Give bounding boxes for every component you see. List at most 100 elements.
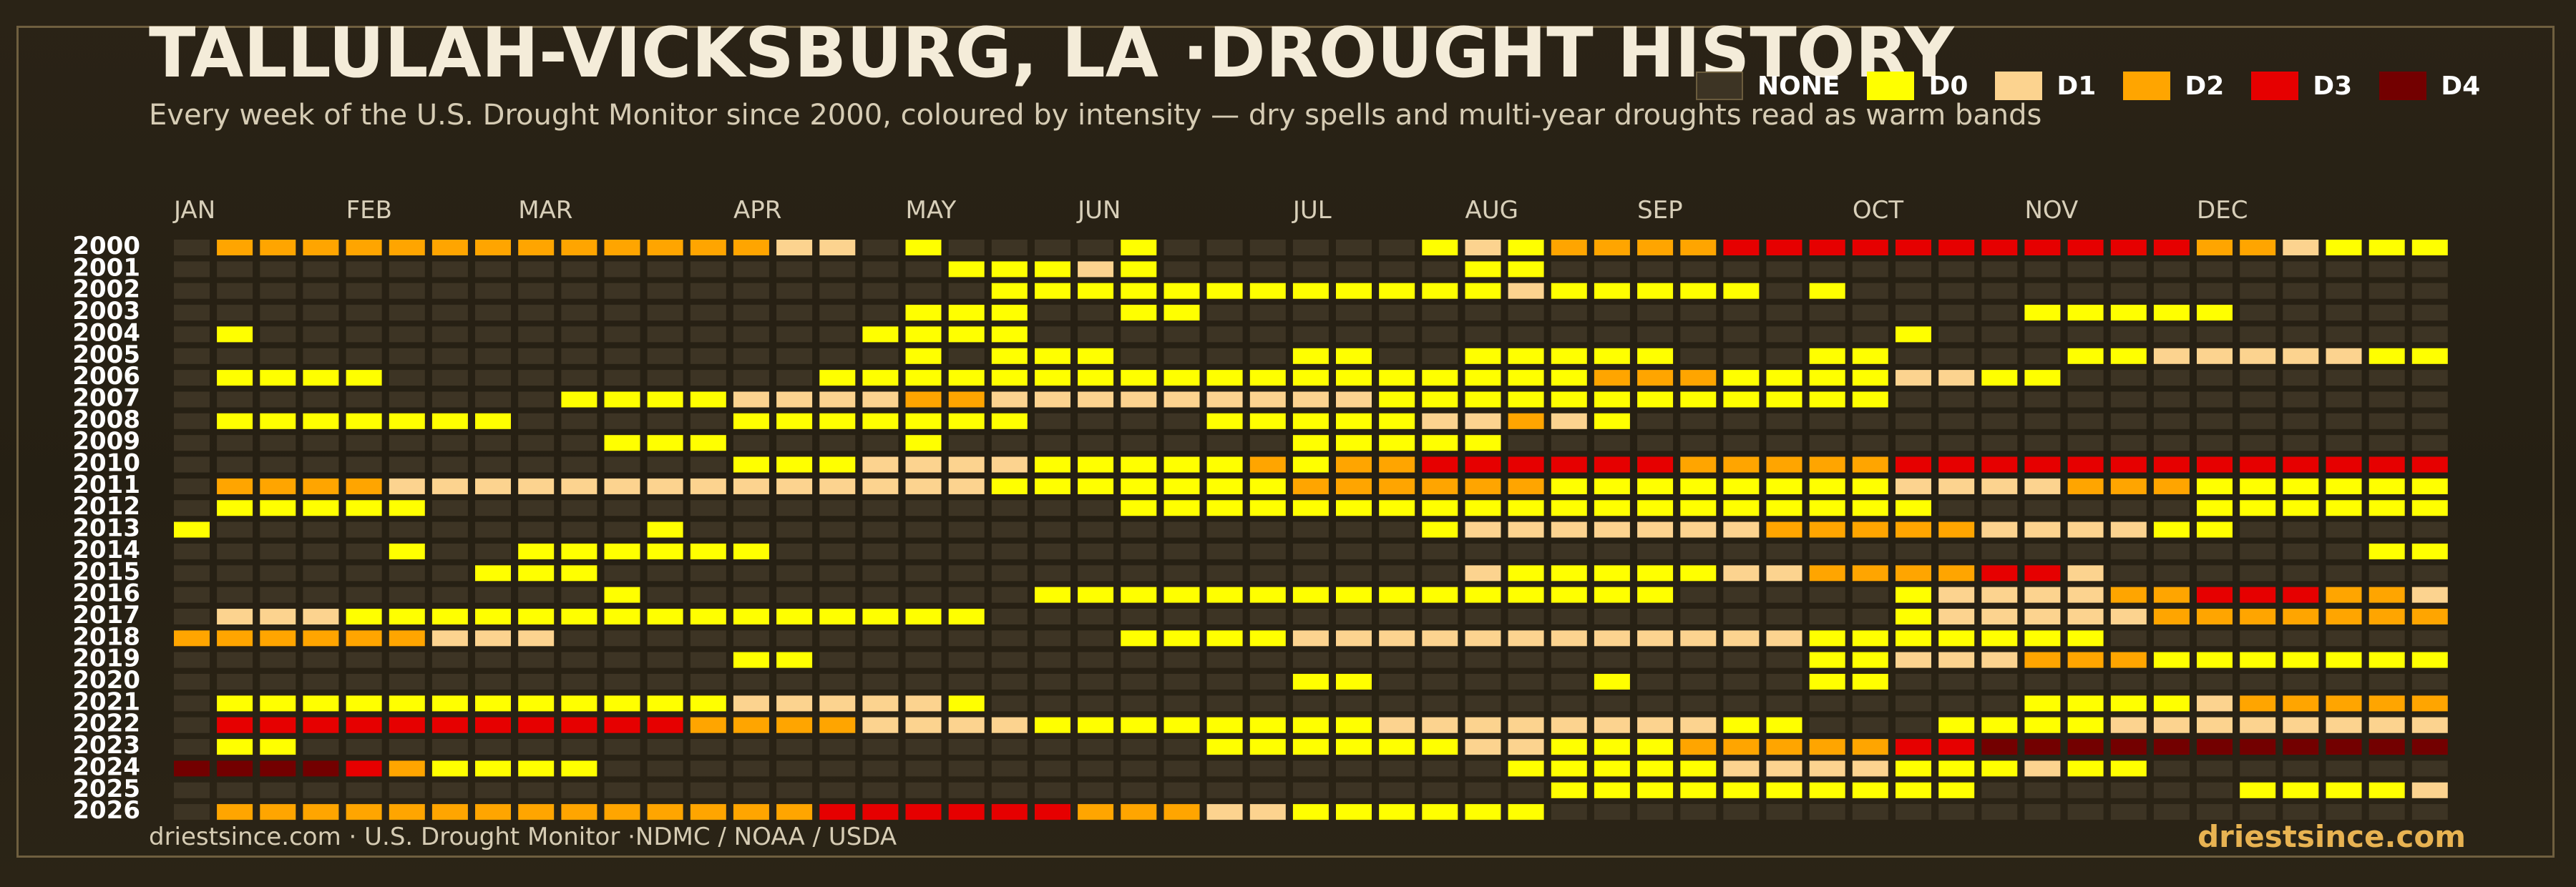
week-cell (1551, 609, 1587, 624)
week-cell (2411, 652, 2448, 668)
week-cell (561, 391, 597, 408)
week-cell (174, 391, 210, 408)
week-cell (1336, 500, 1372, 516)
week-cell (217, 348, 253, 364)
week-cell (1206, 391, 1243, 408)
week-cell (2067, 456, 2104, 473)
month-label-apr: APR (733, 196, 781, 225)
week-cell (1637, 478, 1674, 494)
week-cell (1163, 370, 1200, 386)
week-cell (1809, 435, 1845, 451)
week-cell (2240, 695, 2276, 712)
week-cell (2283, 391, 2319, 408)
week-cell (862, 326, 899, 343)
year-label-2017: 2017 (72, 601, 140, 629)
year-label-2022: 2022 (72, 710, 140, 738)
week-cell (1465, 370, 1501, 386)
week-cell (1422, 804, 1458, 820)
week-cell (1292, 652, 1329, 668)
week-cell (1078, 500, 1114, 516)
legend-label-d1: D1 (2057, 71, 2097, 101)
week-cell (647, 652, 683, 668)
week-cell (604, 370, 640, 386)
week-cell (389, 717, 425, 733)
week-cell (2240, 413, 2276, 429)
week-cell (1680, 695, 1717, 712)
week-cell (2368, 435, 2405, 451)
week-cell (1249, 478, 1286, 494)
week-cell (1981, 370, 2018, 386)
week-cell (862, 521, 899, 538)
week-cell (1035, 782, 1070, 798)
week-cell (2024, 543, 2061, 559)
week-cell (604, 305, 640, 321)
week-cell (733, 739, 769, 755)
week-cell (1379, 456, 1415, 473)
week-cell (1163, 500, 1200, 516)
week-cell (1379, 500, 1415, 516)
week-cell (1121, 500, 1157, 516)
week-cell (1422, 521, 1458, 538)
week-cell (1121, 674, 1157, 690)
week-cell (518, 717, 555, 733)
week-cell (2197, 370, 2233, 386)
week-cell (1465, 760, 1501, 777)
week-cell (776, 804, 813, 820)
week-cell (2197, 630, 2233, 647)
week-cell (905, 804, 942, 820)
week-cell (260, 565, 296, 582)
week-cell (174, 435, 210, 451)
week-cell (1809, 652, 1845, 668)
week-cell (991, 261, 1028, 278)
week-cell (2110, 674, 2147, 690)
week-cell (2283, 609, 2319, 624)
week-cell (518, 739, 555, 755)
week-cell (862, 543, 899, 559)
week-cell (431, 370, 468, 386)
week-cell (2411, 630, 2448, 647)
week-cell (1292, 500, 1329, 516)
week-cell (2153, 435, 2190, 451)
week-cell (948, 240, 985, 255)
week-cell (2240, 717, 2276, 733)
legend-swatch-d3 (2251, 72, 2299, 100)
week-cell (1422, 391, 1458, 408)
week-cell (431, 500, 468, 516)
week-cell (260, 804, 296, 820)
week-cell (991, 478, 1028, 494)
week-cell (346, 565, 382, 582)
week-cell (217, 391, 253, 408)
week-cell (1465, 478, 1501, 494)
week-cell (1121, 305, 1157, 321)
week-cell (518, 543, 555, 559)
week-cell (1035, 305, 1070, 321)
week-cell (991, 717, 1028, 733)
year-label-2005: 2005 (72, 340, 140, 369)
week-cell (948, 456, 985, 473)
week-cell (2240, 326, 2276, 343)
week-cell (819, 521, 856, 538)
week-cell (1680, 804, 1717, 820)
week-cell (1766, 674, 1802, 690)
week-cell (1249, 326, 1286, 343)
week-cell (389, 240, 425, 255)
week-cell (1035, 391, 1070, 408)
week-cell (905, 760, 942, 777)
week-cell (1206, 283, 1243, 299)
week-cell (1852, 240, 1888, 255)
month-label-nov: NOV (2024, 196, 2078, 225)
week-cell (2368, 739, 2405, 755)
week-cell (1292, 348, 1329, 364)
year-label-2019: 2019 (72, 645, 140, 673)
week-cell (1206, 348, 1243, 364)
week-cell (733, 543, 769, 559)
week-cell (1896, 261, 1931, 278)
week-cell (1249, 717, 1286, 733)
week-cell (2110, 565, 2147, 582)
brand-link[interactable]: driestsince.com (2197, 819, 2466, 854)
week-cell (690, 760, 726, 777)
week-cell (303, 609, 339, 624)
week-cell (2283, 348, 2319, 364)
legend-label-d0: D0 (1928, 71, 1968, 101)
